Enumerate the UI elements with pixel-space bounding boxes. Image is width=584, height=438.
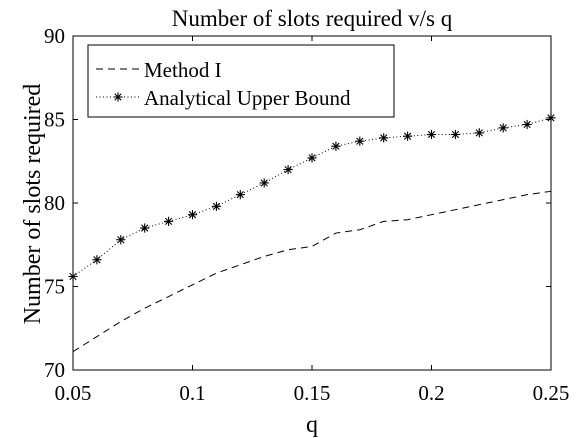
data-point [259,178,269,188]
data-point-stroke [164,217,173,226]
data-point [92,255,102,265]
x-tick-label: 0.2 [418,381,444,405]
y-tick-label: 90 [44,24,65,48]
data-point-stroke [380,134,388,142]
data-point [498,123,508,133]
x-tick-label: 0.15 [294,381,331,405]
data-point [474,128,484,138]
data-point-stroke [284,165,292,174]
data-point [164,216,174,226]
data-point-stroke [499,124,507,132]
data-point-stroke [523,120,531,129]
legend-label-upper-bound: Analytical Upper Bound [144,86,351,110]
series-line-1 [72,117,552,277]
data-point-stroke [141,224,149,232]
data-point [307,153,317,163]
data-point [235,190,245,200]
chart-title: Number of slots required v/s q [172,6,453,31]
data-point-stroke [260,179,268,187]
data-point-stroke [236,191,244,199]
x-tick-label: 0.25 [533,381,570,405]
legend-box [87,44,395,118]
y-tick-label: 70 [44,358,65,382]
y-tick-label: 75 [44,275,65,299]
data-point [187,210,198,220]
plot-area [68,113,556,353]
data-point-stroke [308,154,316,162]
data-point-stroke [93,256,101,264]
y-tick-label: 85 [44,108,65,132]
data-point-stroke [403,132,412,140]
data-point [283,165,293,175]
legend-marker-asterisk [113,92,123,102]
data-point [379,133,389,143]
y-axis-label: Number of slots required [20,84,46,325]
data-point [116,235,126,245]
y-tick-label: 80 [44,191,65,215]
data-point [522,119,532,130]
data-point [355,136,365,146]
x-tick-label: 0.05 [55,381,92,405]
data-point [140,223,150,233]
data-point-stroke [475,129,483,137]
data-point [450,129,460,140]
legend-label-method-i: Method I [144,58,222,82]
x-axis-label: q [306,412,318,438]
axis-ticks: 0.05 0.1 0.15 0.2 0.25 70 75 80 85 90 [44,24,569,405]
data-point-stroke [117,236,125,244]
x-tick-label: 0.1 [179,381,205,405]
legend-marker-upper-bound [113,92,123,102]
data-point-stroke [332,142,340,150]
data-point-stroke [427,130,436,139]
data-point [403,131,413,141]
legend: Method I Analytical Upper Bound [87,44,395,118]
data-point-stroke [356,137,364,145]
data-point-stroke [212,202,221,210]
data-point [426,129,437,140]
series-line-0 [72,190,552,353]
data-point-stroke [188,211,197,219]
data-point [331,141,341,151]
data-point [211,201,221,211]
data-point-stroke [451,130,460,139]
legend-marker-asterisk-stroke [114,93,122,101]
